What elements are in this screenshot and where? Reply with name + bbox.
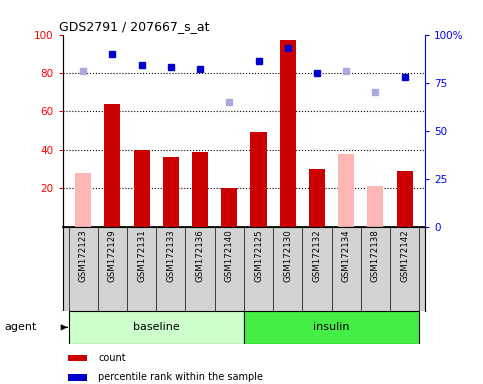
Text: GSM172138: GSM172138	[371, 229, 380, 282]
Bar	[397, 171, 412, 227]
Text: GSM172142: GSM172142	[400, 229, 409, 282]
Bar	[104, 104, 120, 227]
Bar	[134, 150, 150, 227]
Bar	[75, 173, 91, 227]
Text: GSM172132: GSM172132	[313, 229, 322, 282]
Text: GSM172123: GSM172123	[79, 229, 88, 282]
Text: baseline: baseline	[133, 322, 180, 333]
Bar	[221, 188, 237, 227]
Text: GSM172133: GSM172133	[166, 229, 175, 282]
Bar	[309, 169, 325, 227]
Bar	[244, 311, 419, 344]
Bar	[69, 374, 87, 381]
Text: GSM172136: GSM172136	[196, 229, 205, 282]
Text: agent: agent	[5, 322, 37, 333]
Bar	[69, 311, 244, 344]
Text: GDS2791 / 207667_s_at: GDS2791 / 207667_s_at	[59, 20, 210, 33]
Bar	[368, 186, 384, 227]
Bar	[163, 157, 179, 227]
Text: percentile rank within the sample: percentile rank within the sample	[98, 372, 263, 382]
Text: GSM172131: GSM172131	[137, 229, 146, 282]
Text: count: count	[98, 353, 126, 363]
Text: GSM172140: GSM172140	[225, 229, 234, 282]
Bar	[280, 40, 296, 227]
Bar	[69, 355, 87, 361]
Text: insulin: insulin	[313, 322, 350, 333]
Text: GSM172125: GSM172125	[254, 229, 263, 282]
Bar	[192, 152, 208, 227]
Bar	[338, 154, 354, 227]
Text: GSM172134: GSM172134	[341, 229, 351, 282]
Bar	[251, 132, 267, 227]
Text: GSM172129: GSM172129	[108, 229, 117, 282]
Text: GSM172130: GSM172130	[283, 229, 292, 282]
